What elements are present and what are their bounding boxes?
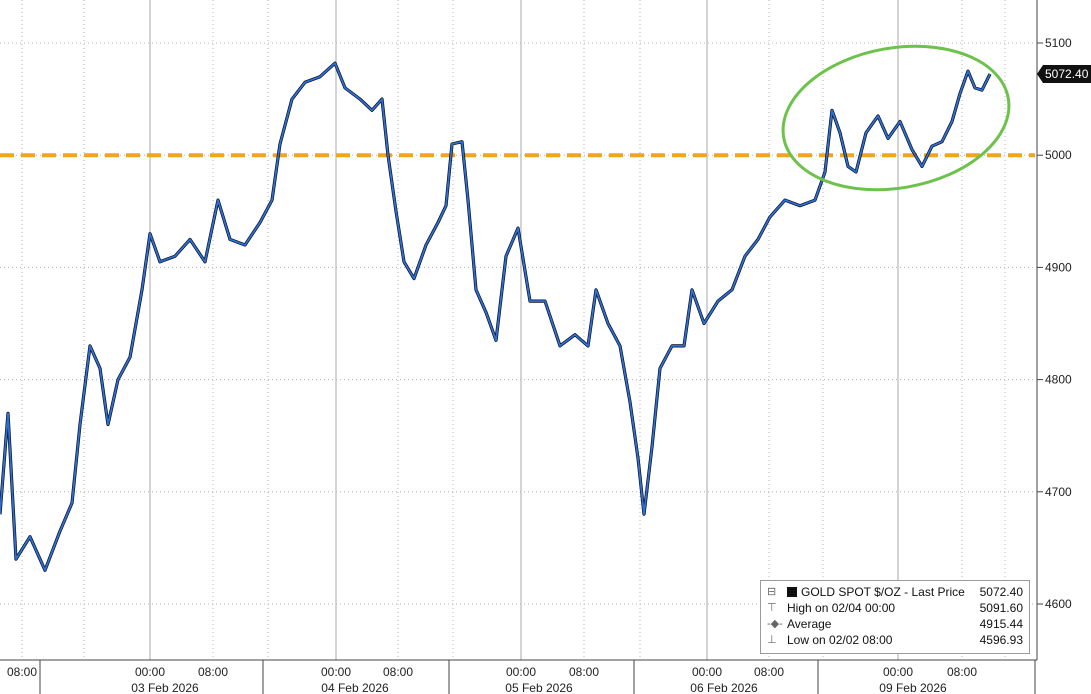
x-time-label: 00:00 xyxy=(321,665,351,679)
y-tick-label: 4700 xyxy=(1045,485,1072,499)
average-marker-icon: -◆- xyxy=(767,618,783,630)
legend-row-low: ⊥ Low on 02/02 08:00 4596.93 xyxy=(767,632,1023,648)
legend-label: GOLD SPOT $/OZ - Last Price xyxy=(801,585,965,599)
x-time-label: 00:00 xyxy=(506,665,536,679)
highlight-ellipse xyxy=(781,44,1011,192)
x-time-label: 08:00 xyxy=(754,665,784,679)
x-time-label: 08:00 xyxy=(198,665,228,679)
x-date-label: 03 Feb 2026 xyxy=(131,681,199,694)
x-time-label: 00:00 xyxy=(135,665,165,679)
x-date-label: 04 Feb 2026 xyxy=(321,681,389,694)
legend-label: Low on 02/02 08:00 xyxy=(787,633,893,647)
y-tick-label: 4600 xyxy=(1045,597,1072,611)
x-time-label: 00:00 xyxy=(692,665,722,679)
price-series-line xyxy=(0,62,991,572)
y-tick-label: 4900 xyxy=(1045,260,1072,274)
legend-value: 5072.40 xyxy=(979,585,1023,599)
legend-value: 4596.93 xyxy=(979,633,1023,647)
x-axis: 08:00 00:00 08:00 00:00 08:00 00:00 08:00 00:00… xyxy=(0,659,1037,694)
y-tick-label: 5000 xyxy=(1045,148,1072,162)
last-price-label: 5072.40 xyxy=(1045,67,1089,81)
legend: ⊟ GOLD SPOT $/OZ - Last Price 5072.40 ⊤ … xyxy=(760,580,1030,654)
legend-row-high: ⊤ High on 02/04 00:00 5091.60 xyxy=(767,600,1023,616)
series-swatch-icon xyxy=(787,587,797,597)
last-price-badge xyxy=(1037,64,1091,83)
x-time-label: 08:00 xyxy=(383,665,413,679)
legend-value: 5091.60 xyxy=(979,601,1023,615)
grid-lines xyxy=(0,0,1035,660)
high-marker-icon: ⊤ xyxy=(767,602,777,614)
x-date-label: 05 Feb 2026 xyxy=(505,681,573,694)
legend-row-last-price: ⊟ GOLD SPOT $/OZ - Last Price 5072.40 xyxy=(767,584,1023,600)
legend-label: Average xyxy=(787,617,832,631)
x-date-label: 09 Feb 2026 xyxy=(879,681,947,694)
series-layer xyxy=(0,61,992,572)
legend-collapse-icon[interactable]: ⊟ xyxy=(767,586,777,598)
highlight-layer xyxy=(781,44,1011,192)
x-time-label: 08:00 xyxy=(947,665,977,679)
legend-row-average: -◆- Average 4915.44 xyxy=(767,616,1023,632)
y-axis: 4600 4700 4800 4900 5000 5100 5072.40 xyxy=(1036,0,1091,660)
x-time-label: 08:00 xyxy=(569,665,599,679)
legend-label: High on 02/04 00:00 xyxy=(787,601,896,615)
low-marker-icon: ⊥ xyxy=(767,634,777,646)
y-tick-label: 5100 xyxy=(1045,36,1072,50)
x-time-label: 00:00 xyxy=(883,665,913,679)
y-tick-label: 4800 xyxy=(1045,373,1072,387)
x-time-label: 08:00 xyxy=(7,665,37,679)
legend-value: 4915.44 xyxy=(979,617,1023,631)
x-date-label: 06 Feb 2026 xyxy=(690,681,758,694)
